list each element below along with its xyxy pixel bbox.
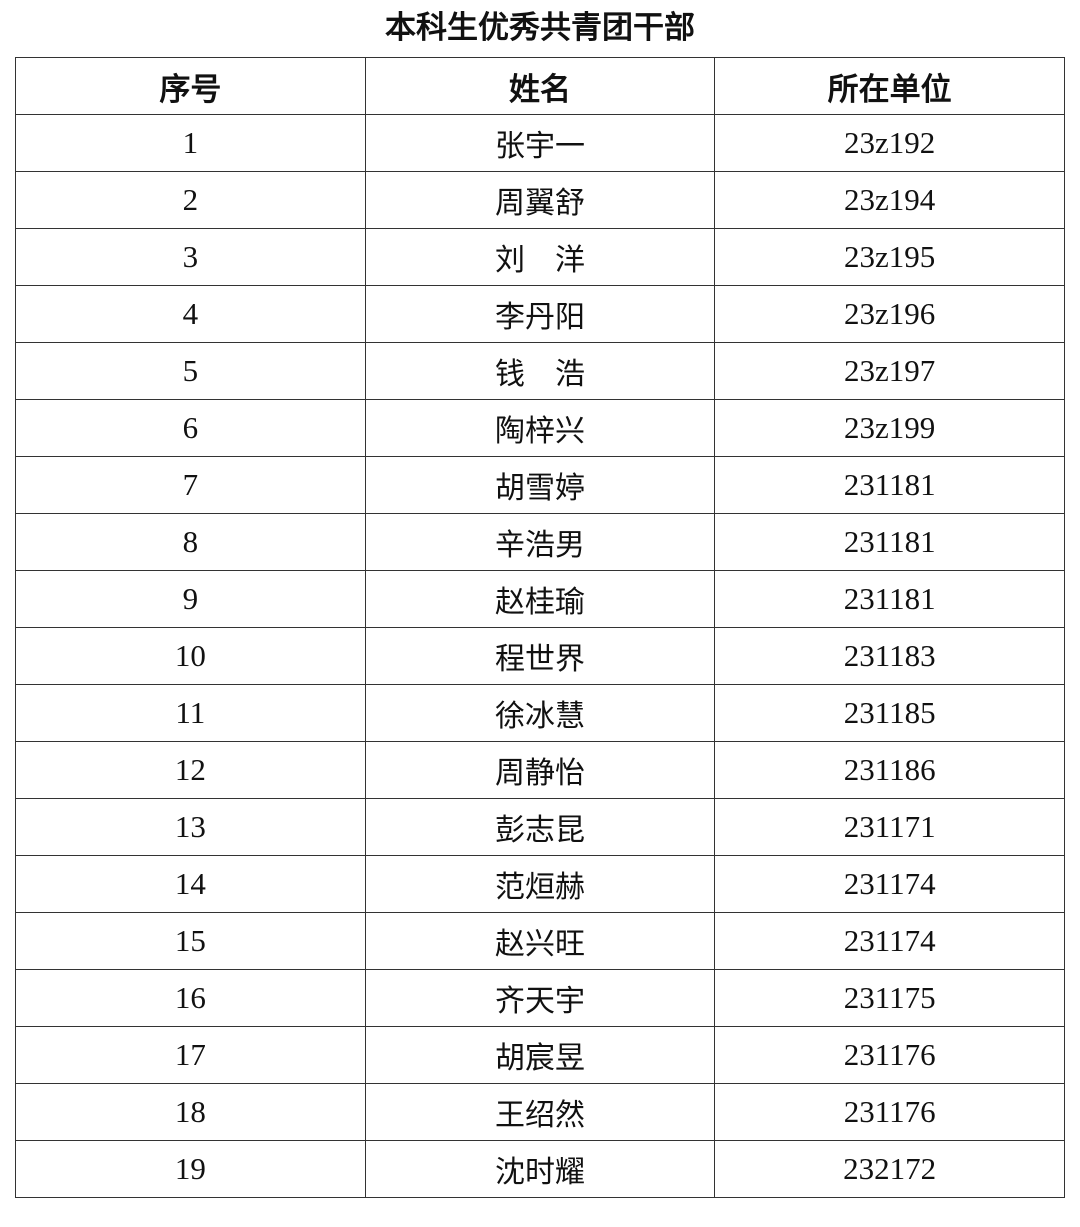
index-cell: 3 xyxy=(15,228,366,286)
name-cell: 胡宸昱 xyxy=(364,1026,716,1084)
table-row: 6 陶梓兴 23z199 xyxy=(15,399,1065,457)
name-cell: 王绍然 xyxy=(364,1083,716,1141)
name-cell: 彭志昆 xyxy=(364,798,716,856)
index-cell: 12 xyxy=(15,741,366,799)
name-cell: 程世界 xyxy=(364,627,716,685)
table-row: 15 赵兴旺 231174 xyxy=(15,912,1065,970)
unit-cell: 231181 xyxy=(714,570,1065,628)
index-cell: 10 xyxy=(15,627,366,685)
index-cell: 7 xyxy=(15,456,366,514)
table-row: 9 赵桂瑜 231181 xyxy=(15,570,1065,628)
name-cell: 李丹阳 xyxy=(364,285,716,343)
name-cell: 齐天宇 xyxy=(364,969,716,1027)
table-row: 16 齐天宇 231175 xyxy=(15,969,1065,1027)
page-title: 本科生优秀共青团干部 xyxy=(385,10,695,46)
table-row: 11 徐冰慧 231185 xyxy=(15,684,1065,742)
unit-cell: 231186 xyxy=(714,741,1065,799)
table-row: 2 周翼舒 23z194 xyxy=(15,171,1065,229)
unit-cell: 231176 xyxy=(714,1083,1065,1141)
name-cell: 周翼舒 xyxy=(364,171,716,229)
unit-cell: 23z192 xyxy=(714,114,1065,172)
index-cell: 1 xyxy=(15,114,366,172)
unit-cell: 231176 xyxy=(714,1026,1065,1084)
name-cell: 胡雪婷 xyxy=(364,456,716,514)
index-cell: 19 xyxy=(15,1140,366,1198)
name-cell: 陶梓兴 xyxy=(364,399,716,457)
name-cell: 赵兴旺 xyxy=(364,912,716,970)
unit-cell: 23z199 xyxy=(714,399,1065,457)
unit-cell: 23z197 xyxy=(714,342,1065,400)
table-row: 10 程世界 231183 xyxy=(15,627,1065,685)
table-row: 13 彭志昆 231171 xyxy=(15,798,1065,856)
table-row: 7 胡雪婷 231181 xyxy=(15,456,1065,514)
index-cell: 16 xyxy=(15,969,366,1027)
index-cell: 4 xyxy=(15,285,366,343)
index-cell: 9 xyxy=(15,570,366,628)
table-row: 8 辛浩男 231181 xyxy=(15,513,1065,571)
unit-cell: 231185 xyxy=(714,684,1065,742)
header-unit: 所在单位 xyxy=(714,57,1065,115)
table-row: 17 胡宸昱 231176 xyxy=(15,1026,1065,1084)
unit-cell: 23z196 xyxy=(714,285,1065,343)
index-cell: 11 xyxy=(15,684,366,742)
unit-cell: 231175 xyxy=(714,969,1065,1027)
cadre-table: 序号 姓名 所在单位 1 张宇一 23z192 2 周翼舒 23z194 3 刘 洋 23z19… xyxy=(15,57,1065,1198)
table-row: 14 范烜赫 231174 xyxy=(15,855,1065,913)
name-cell: 辛浩男 xyxy=(364,513,716,571)
unit-cell: 231183 xyxy=(714,627,1065,685)
name-cell: 徐冰慧 xyxy=(364,684,716,742)
name-cell: 周静怡 xyxy=(364,741,716,799)
index-cell: 15 xyxy=(15,912,366,970)
header-name: 姓名 xyxy=(364,57,716,115)
table-row: 4 李丹阳 23z196 xyxy=(15,285,1065,343)
index-cell: 2 xyxy=(15,171,366,229)
name-cell: 范烜赫 xyxy=(364,855,716,913)
name-cell: 沈时耀 xyxy=(364,1140,716,1198)
index-cell: 18 xyxy=(15,1083,366,1141)
index-cell: 13 xyxy=(15,798,366,856)
table-row: 1 张宇一 23z192 xyxy=(15,114,1065,172)
unit-cell: 23z195 xyxy=(714,228,1065,286)
index-cell: 14 xyxy=(15,855,366,913)
unit-cell: 231174 xyxy=(714,855,1065,913)
name-cell: 张宇一 xyxy=(364,114,716,172)
unit-cell: 231171 xyxy=(714,798,1065,856)
name-cell: 赵桂瑜 xyxy=(364,570,716,628)
index-cell: 8 xyxy=(15,513,366,571)
unit-cell: 231181 xyxy=(714,513,1065,571)
unit-cell: 23z194 xyxy=(714,171,1065,229)
index-cell: 5 xyxy=(15,342,366,400)
table-header-row: 序号 姓名 所在单位 xyxy=(15,57,1065,115)
unit-cell: 231181 xyxy=(714,456,1065,514)
table-row: 19 沈时耀 232172 xyxy=(15,1140,1065,1198)
unit-cell: 232172 xyxy=(714,1140,1065,1198)
header-index: 序号 xyxy=(15,57,366,115)
index-cell: 17 xyxy=(15,1026,366,1084)
table-row: 18 王绍然 231176 xyxy=(15,1083,1065,1141)
table-row: 12 周静怡 231186 xyxy=(15,741,1065,799)
index-cell: 6 xyxy=(15,399,366,457)
name-cell: 刘 洋 xyxy=(364,228,716,286)
unit-cell: 231174 xyxy=(714,912,1065,970)
name-cell: 钱 浩 xyxy=(364,342,716,400)
